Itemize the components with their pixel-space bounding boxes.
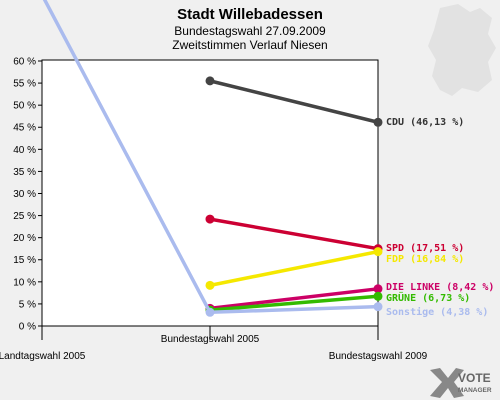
germany-map-icon xyxy=(428,4,496,96)
series-labels: CDU (46,13 %) SPD (17,51 %)FDP (16,84 %) D… xyxy=(386,117,494,318)
series-line-fdp xyxy=(209,249,379,288)
data-point xyxy=(205,307,215,317)
data-point xyxy=(205,280,215,290)
logo-text-vote: VOTE xyxy=(458,371,491,385)
series-line-gr-ne xyxy=(209,294,379,312)
x-axis: Landtagswahl 2005 Bundestagswahl 2005 Bund… xyxy=(0,326,428,362)
data-point xyxy=(373,284,383,294)
y-tick-label: 55 % xyxy=(13,79,36,90)
y-axis: 0 % 5 % 10 % 15 % 20 % 25 % 30 % 35 % 40 % 45 % 50… xyxy=(13,56,42,333)
y-tick-label: 5 % xyxy=(19,299,36,310)
y-tick-label: 20 % xyxy=(13,233,36,244)
data-point xyxy=(373,247,383,257)
x-category-label: Landtagswahl 2005 xyxy=(0,351,86,362)
series-end-label: DIE LINKE (8,42 %) xyxy=(386,282,494,293)
y-tick-label: 0 % xyxy=(19,322,36,333)
data-point xyxy=(373,302,383,312)
logo-x-icon xyxy=(430,368,464,398)
y-tick-label: 40 % xyxy=(13,145,36,156)
series-line-die-linke xyxy=(209,287,379,311)
series-end-label: GRÜNE (6,73 %) xyxy=(386,290,470,304)
y-tick-label: 25 % xyxy=(13,211,36,222)
logo-text-manager: MANAGER xyxy=(458,387,492,394)
data-point xyxy=(205,76,215,86)
votemanager-logo: VOTE MANAGER xyxy=(430,368,492,398)
chart-subtitle-2: Zweitstimmen Verlauf Niesen xyxy=(172,38,327,52)
y-tick-label: 15 % xyxy=(13,255,36,266)
x-category-label: Bundestagswahl 2005 xyxy=(161,334,260,345)
data-point xyxy=(373,117,383,127)
series-end-label: SPD (17,51 %) xyxy=(386,243,464,254)
series-line-cdu xyxy=(209,79,379,124)
y-tick-label: 45 % xyxy=(13,123,36,134)
x-category-label: Bundestagswahl 2009 xyxy=(329,351,428,362)
series-line-spd xyxy=(209,217,379,251)
series-end-label: Sonstige (4,38 %) xyxy=(386,306,488,318)
data-point xyxy=(205,214,215,224)
chart-subtitle: Bundestagswahl 27.09.2009 xyxy=(174,24,326,38)
series-end-label: FDP (16,84 %) xyxy=(386,254,464,265)
y-tick-label: 35 % xyxy=(13,167,36,178)
data-point xyxy=(373,291,383,301)
y-tick-label: 10 % xyxy=(13,277,36,288)
series-end-label: CDU (46,13 %) xyxy=(386,117,464,128)
series-lines xyxy=(42,0,383,317)
chart-title: Stadt Willebadessen xyxy=(177,6,323,23)
y-tick-label: 30 % xyxy=(13,189,36,200)
y-tick-label: 60 % xyxy=(13,56,36,67)
y-tick-label: 50 % xyxy=(13,101,36,112)
